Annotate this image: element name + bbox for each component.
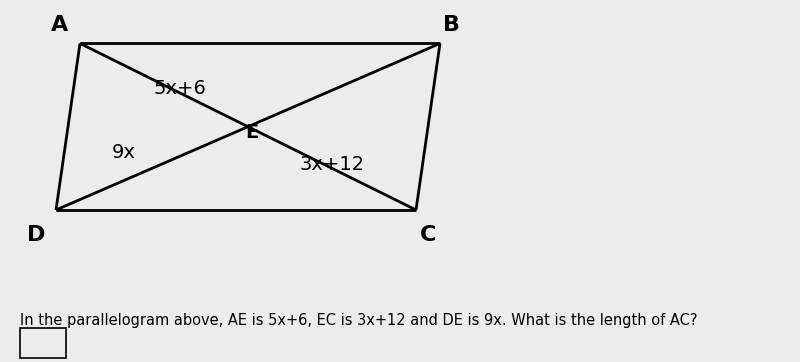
Text: A: A: [51, 15, 69, 35]
Text: C: C: [420, 225, 436, 245]
Text: 3x+12: 3x+12: [299, 155, 365, 174]
Text: D: D: [27, 225, 45, 245]
Text: 5x+6: 5x+6: [154, 79, 206, 98]
FancyBboxPatch shape: [20, 328, 66, 358]
Text: 9x: 9x: [112, 143, 136, 161]
Text: E: E: [246, 123, 258, 142]
Text: In the parallelogram above, AE is 5x+6, EC is 3x+12 and DE is 9x. What is the le: In the parallelogram above, AE is 5x+6, …: [20, 313, 698, 328]
Text: B: B: [443, 15, 461, 35]
